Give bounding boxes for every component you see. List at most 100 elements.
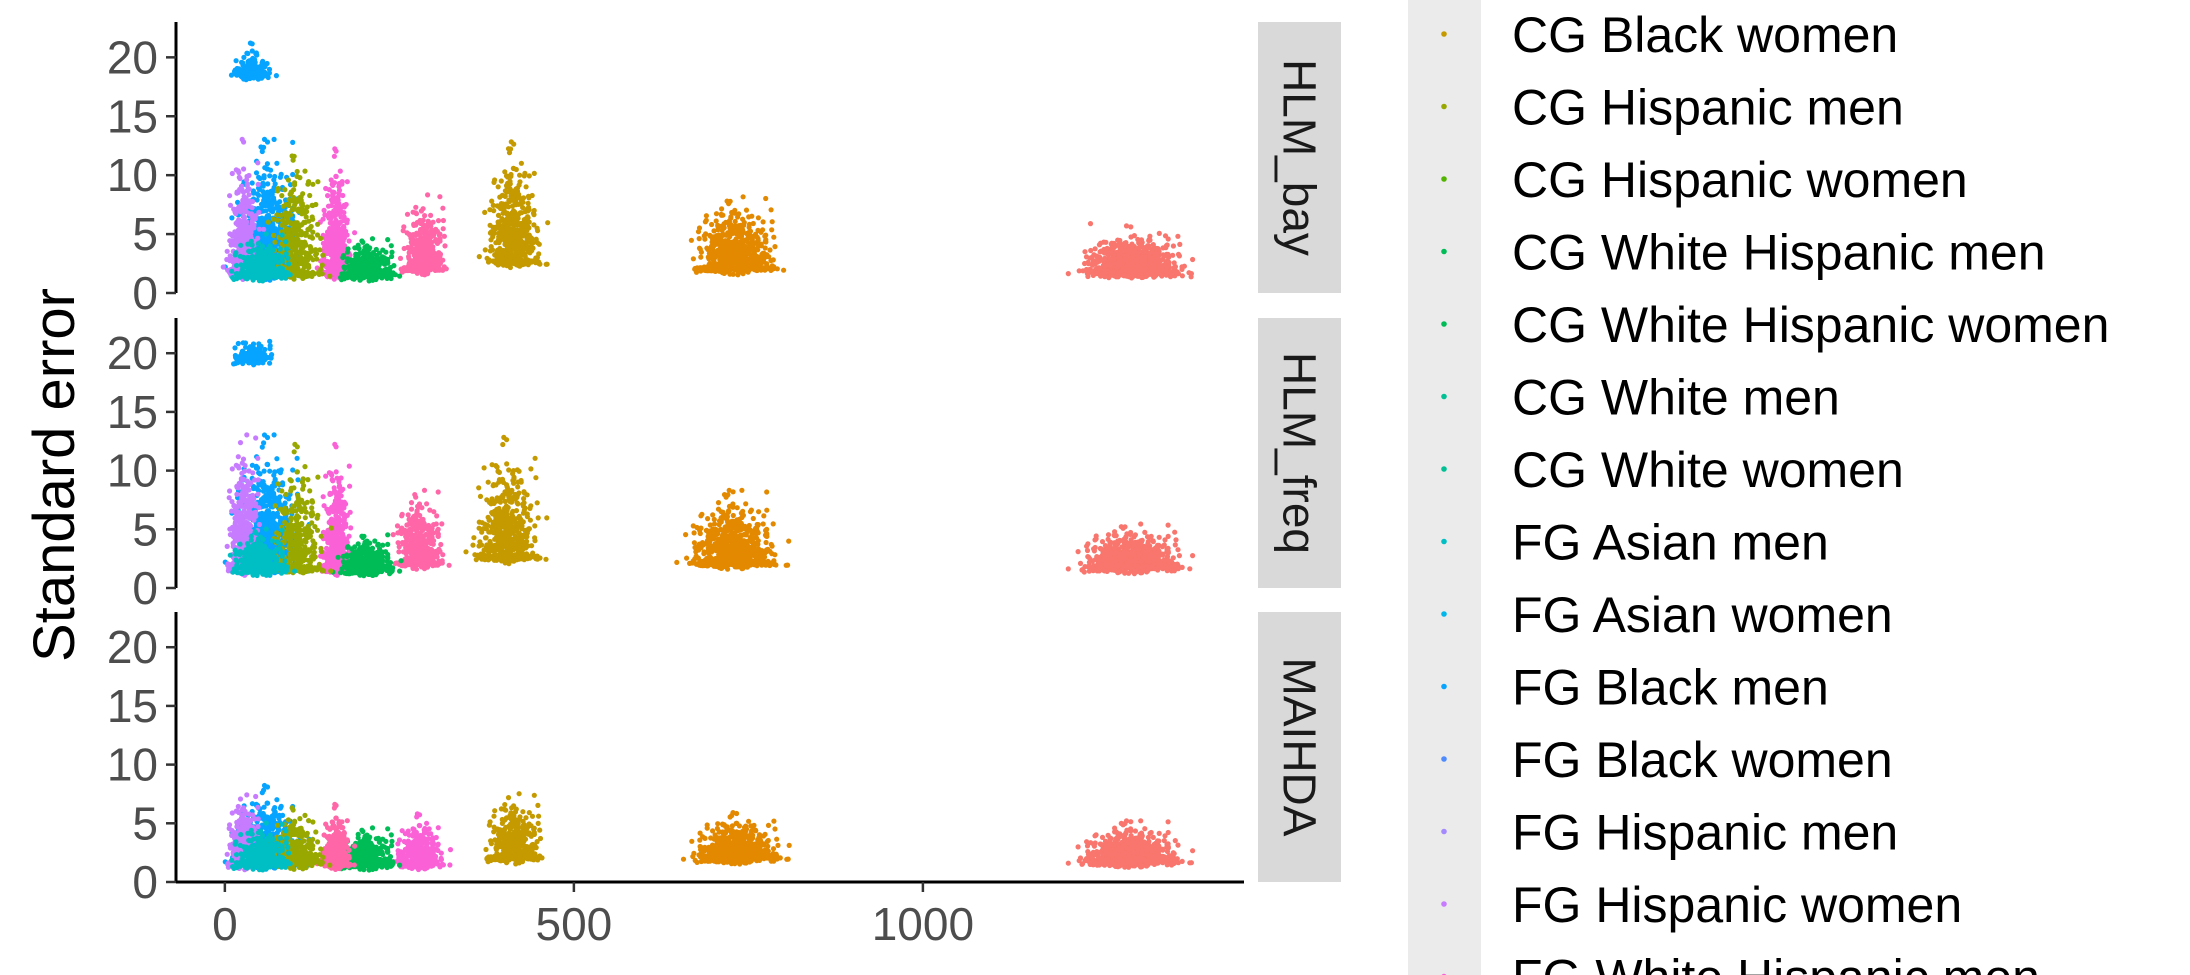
data-point — [229, 170, 235, 177]
data-point — [769, 227, 775, 233]
data-point — [1148, 266, 1154, 272]
data-point — [488, 237, 494, 243]
data-point — [1141, 257, 1147, 263]
data-point — [246, 186, 252, 192]
data-point — [728, 261, 734, 267]
data-point — [421, 243, 427, 249]
data-point — [420, 222, 426, 228]
data-point — [501, 222, 507, 228]
data-point — [1156, 264, 1162, 270]
data-point — [729, 209, 735, 216]
data-point — [359, 266, 365, 272]
data-point — [508, 197, 514, 203]
data-point — [1132, 269, 1138, 275]
data-point — [411, 247, 417, 253]
data-point — [523, 184, 529, 190]
data-point — [244, 181, 250, 187]
data-point — [724, 198, 730, 204]
data-point — [514, 246, 520, 252]
data-point — [763, 239, 769, 245]
data-point — [344, 179, 350, 185]
data-point — [719, 238, 726, 244]
data-point — [741, 222, 747, 228]
data-point — [698, 254, 704, 260]
data-point — [704, 267, 711, 274]
data-point — [331, 153, 337, 159]
data-point — [255, 235, 261, 241]
data-point — [261, 175, 267, 181]
data-point — [764, 261, 770, 267]
data-point — [1135, 263, 1141, 269]
data-point — [491, 179, 497, 185]
data-point — [1170, 252, 1176, 258]
data-point — [1092, 246, 1098, 252]
data-point — [271, 136, 277, 142]
data-point — [751, 250, 758, 256]
data-point — [265, 212, 272, 218]
data-point — [767, 247, 773, 253]
data-point — [1095, 254, 1101, 260]
data-point — [240, 213, 247, 219]
data-point — [1141, 248, 1147, 255]
data-point — [353, 251, 359, 258]
data-point — [1096, 242, 1102, 248]
data-point — [371, 266, 377, 272]
data-point — [429, 265, 436, 271]
data-point — [530, 245, 536, 251]
data-point — [716, 264, 722, 270]
data-point — [355, 257, 361, 263]
data-point — [768, 258, 774, 264]
data-point — [374, 258, 380, 264]
data-point — [334, 223, 340, 229]
data-point — [227, 202, 234, 208]
data-point — [331, 276, 337, 282]
data-point — [382, 261, 388, 267]
data-point — [1128, 234, 1134, 240]
data-point — [1163, 245, 1169, 251]
data-point — [760, 219, 766, 225]
data-point — [713, 240, 719, 246]
data-point — [383, 249, 389, 255]
data-point — [359, 238, 365, 244]
data-point — [422, 266, 428, 272]
data-point — [440, 205, 446, 211]
data-point — [487, 248, 493, 254]
data-point — [413, 204, 419, 210]
data-point — [505, 146, 512, 152]
data-point — [1082, 249, 1088, 255]
data-point — [746, 235, 752, 241]
data-point — [522, 170, 528, 176]
data-point — [440, 266, 446, 272]
data-point — [495, 230, 502, 236]
data-point — [518, 160, 525, 166]
data-point — [536, 241, 542, 247]
data-point — [232, 209, 238, 215]
data-point — [359, 272, 365, 278]
data-point — [261, 136, 268, 142]
data-point — [717, 253, 724, 259]
data-point — [333, 231, 339, 237]
data-point — [224, 248, 230, 254]
data-point — [706, 256, 712, 262]
data-point — [258, 231, 264, 237]
data-point — [434, 228, 440, 234]
data-point — [389, 249, 395, 255]
data-point — [520, 220, 526, 226]
data-point — [702, 219, 709, 225]
data-point — [735, 214, 741, 220]
data-point — [418, 229, 424, 236]
data-point — [321, 207, 327, 213]
data-point — [758, 243, 764, 249]
data-point — [254, 230, 260, 237]
data-point — [1087, 221, 1094, 227]
facet-panels — [220, 40, 1196, 873]
data-point — [1164, 252, 1170, 259]
data-point — [1093, 270, 1099, 276]
data-point — [406, 231, 412, 237]
data-point — [1171, 260, 1177, 266]
data-point — [376, 273, 382, 279]
data-point — [755, 215, 762, 221]
data-point — [341, 235, 347, 241]
data-point — [740, 194, 746, 200]
